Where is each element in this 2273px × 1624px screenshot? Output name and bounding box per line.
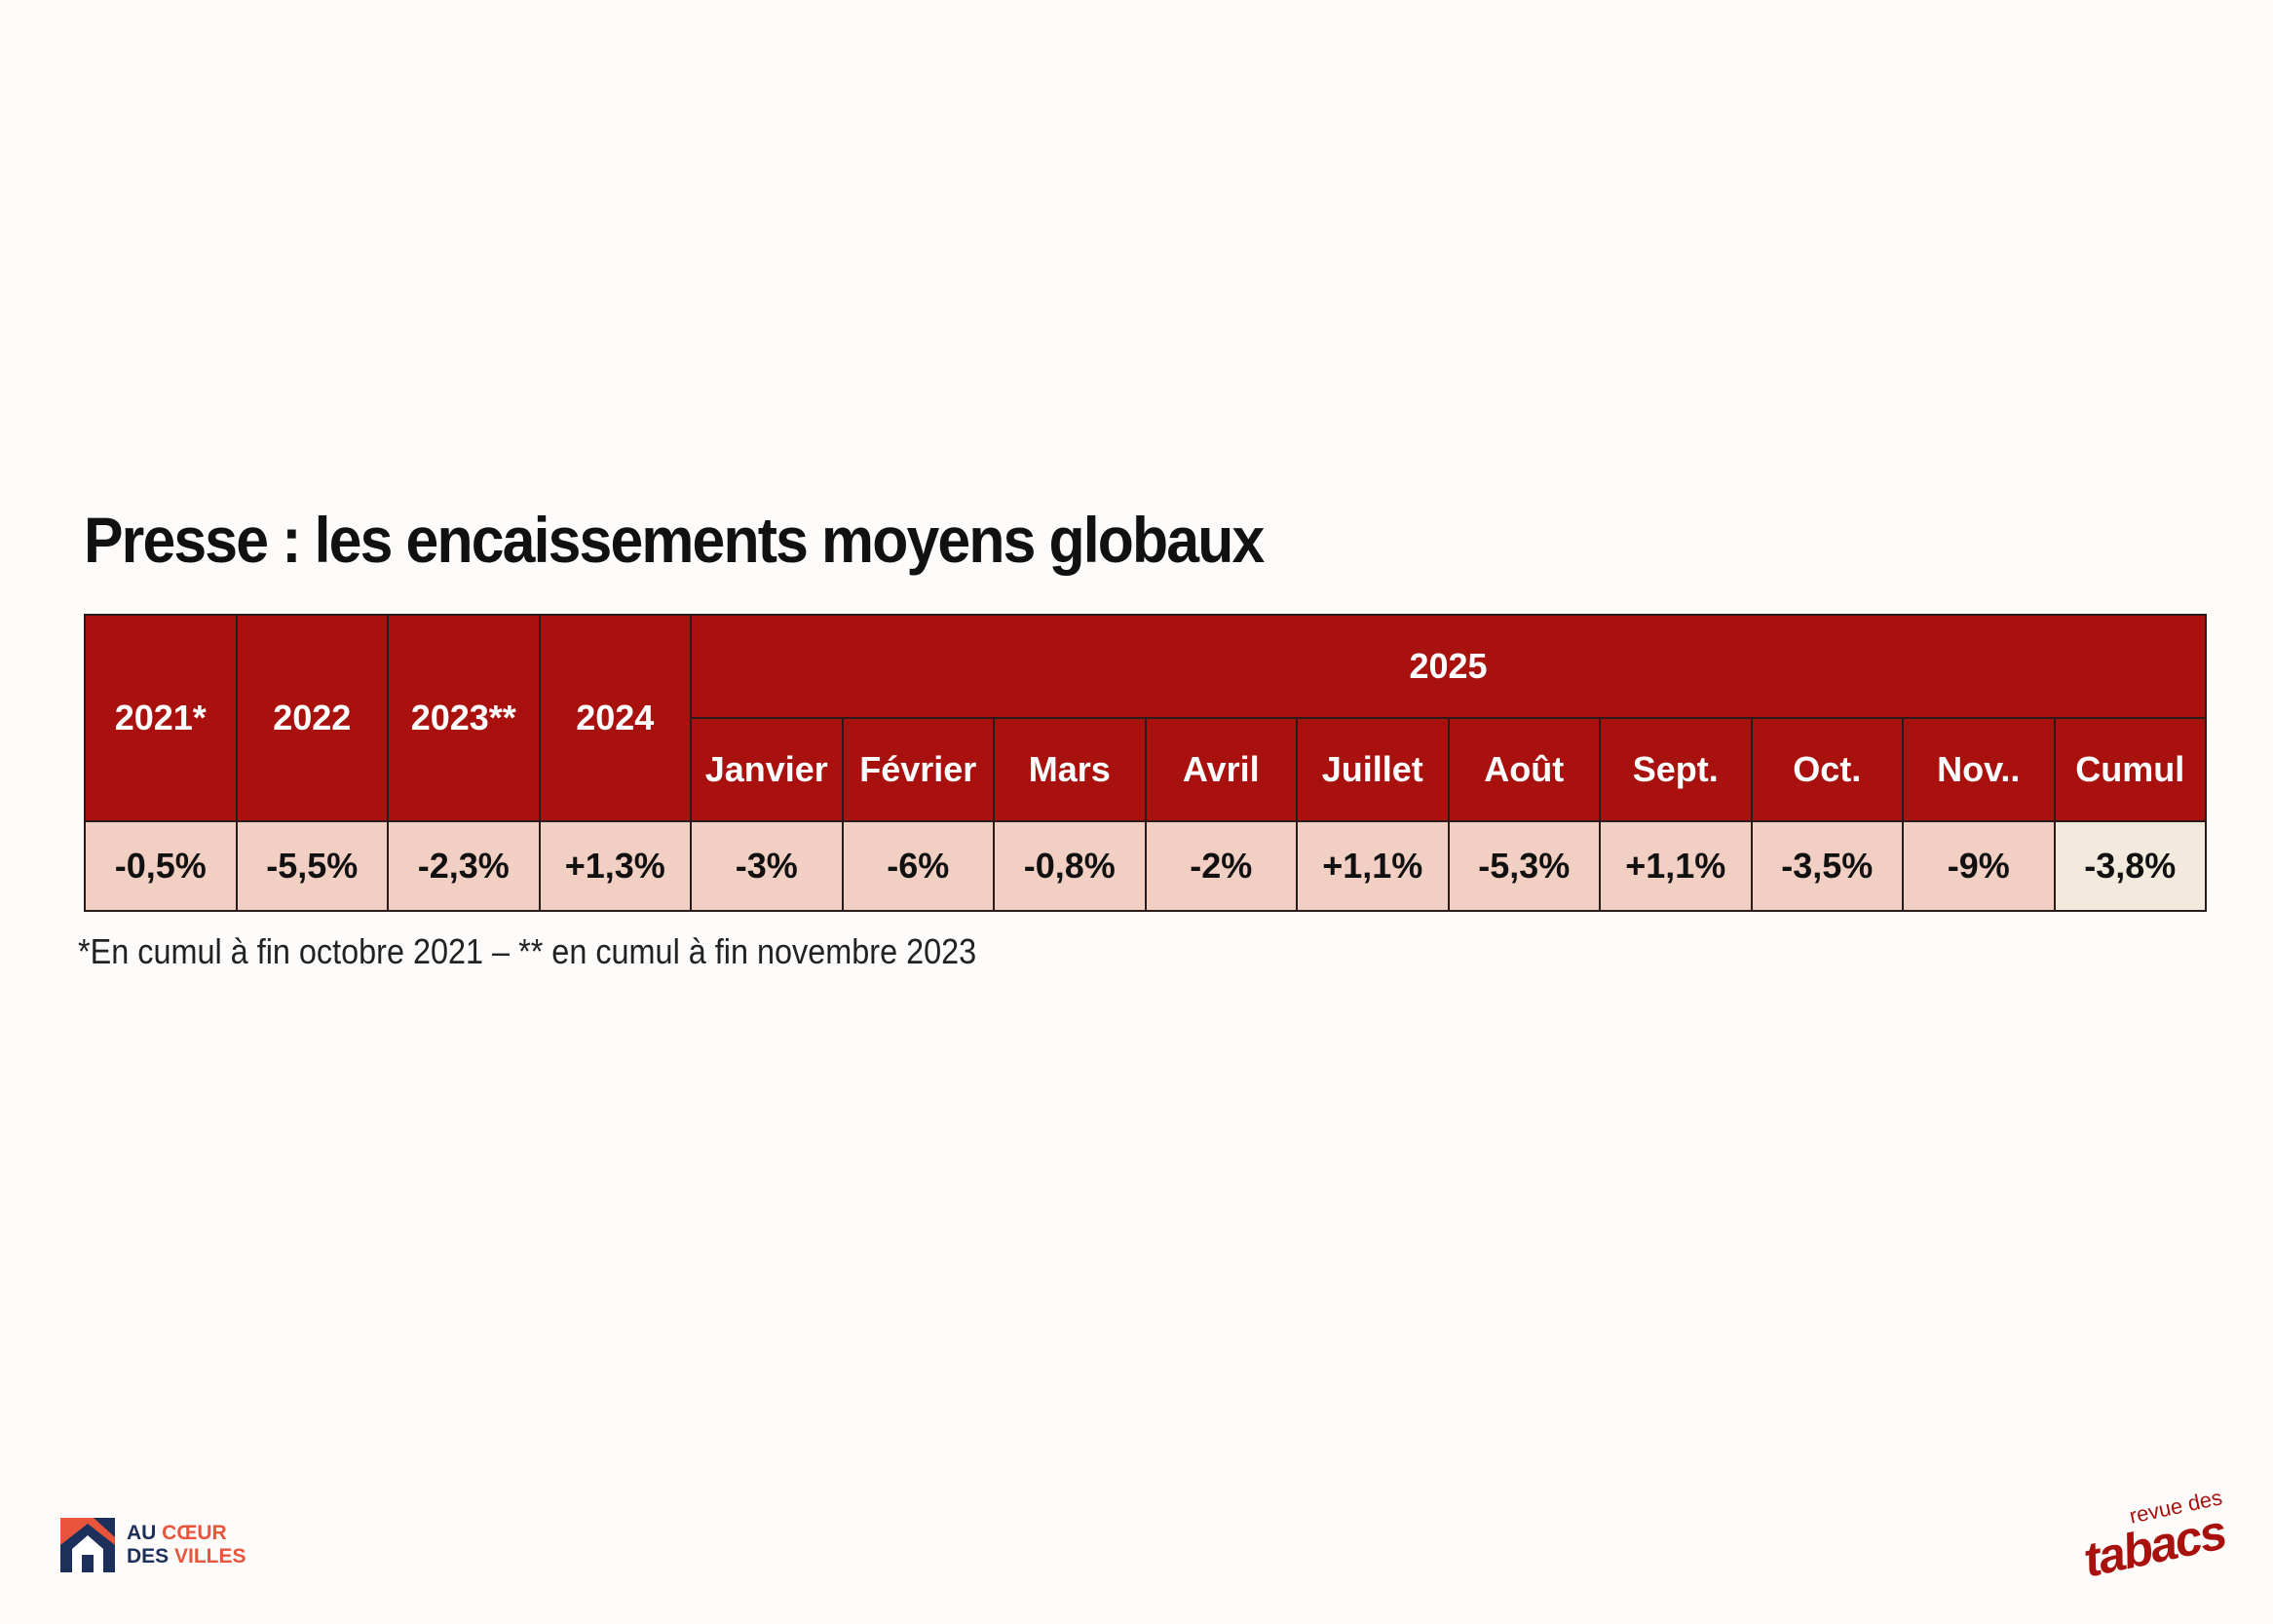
- month-header: Juillet: [1296, 717, 1450, 822]
- value-cell: -0,8%: [993, 820, 1147, 912]
- value-row: -0,5% -5,5% -2,3% +1,3% -3% -6% -0,8% -2…: [84, 820, 2208, 912]
- logo-text-des: DES: [127, 1545, 175, 1567]
- value-cell: -3,5%: [1750, 820, 1904, 912]
- year-header: 2023**: [387, 614, 541, 822]
- year-header: 2022: [235, 614, 389, 822]
- month-header: Mars: [993, 717, 1147, 822]
- data-table: 2021* 2022 2023** 2024 2025 Janvier Févr…: [84, 614, 2208, 912]
- month-header: Avril: [1144, 717, 1298, 822]
- value-cell: -0,5%: [84, 820, 238, 912]
- cumul-value-cell: -3,8%: [2053, 820, 2208, 912]
- logo-text-tabacs: tabacs: [2078, 1504, 2230, 1588]
- value-cell: -5,3%: [1447, 820, 1601, 912]
- group-header-2025: 2025: [689, 614, 2208, 719]
- month-header: Nov..: [1902, 717, 2056, 822]
- month-header: Août: [1447, 717, 1601, 822]
- month-header: Janvier: [690, 717, 844, 822]
- year-header: 2024: [538, 614, 692, 822]
- revue-des-tabacs-logo: revue des tabacs: [2078, 1485, 2229, 1587]
- month-header: Février: [841, 717, 995, 822]
- value-cell: -3%: [690, 820, 844, 912]
- au-coeur-des-villes-logo: AU CŒUR DES VILLES: [58, 1516, 263, 1576]
- year-header: 2021*: [84, 614, 238, 822]
- month-header: Oct.: [1750, 717, 1904, 822]
- value-cell: -6%: [841, 820, 995, 912]
- value-cell: +1,1%: [1599, 820, 1753, 912]
- value-cell: -2,3%: [387, 820, 541, 912]
- header-row-top: 2021* 2022 2023** 2024 2025: [84, 614, 2208, 822]
- house-logo-icon: [60, 1518, 115, 1572]
- value-cell: +1,3%: [538, 820, 692, 912]
- value-cell: +1,1%: [1296, 820, 1450, 912]
- month-header: Sept.: [1599, 717, 1753, 822]
- value-cell: -2%: [1144, 820, 1298, 912]
- logo-text-coeur: CŒUR: [162, 1522, 227, 1544]
- logo-text-au: AU: [127, 1522, 163, 1544]
- chart-title: Presse : les encaissements moyens globau…: [84, 504, 1265, 576]
- footnote: *En cumul à fin octobre 2021 – ** en cum…: [78, 931, 977, 971]
- value-cell: -5,5%: [235, 820, 389, 912]
- logo-text-villes: VILLES: [174, 1545, 246, 1567]
- header-row-months: Janvier Février Mars Avril Juillet Août …: [85, 717, 2208, 822]
- value-cell: -9%: [1902, 820, 2056, 912]
- cumul-header: Cumul: [2053, 717, 2208, 822]
